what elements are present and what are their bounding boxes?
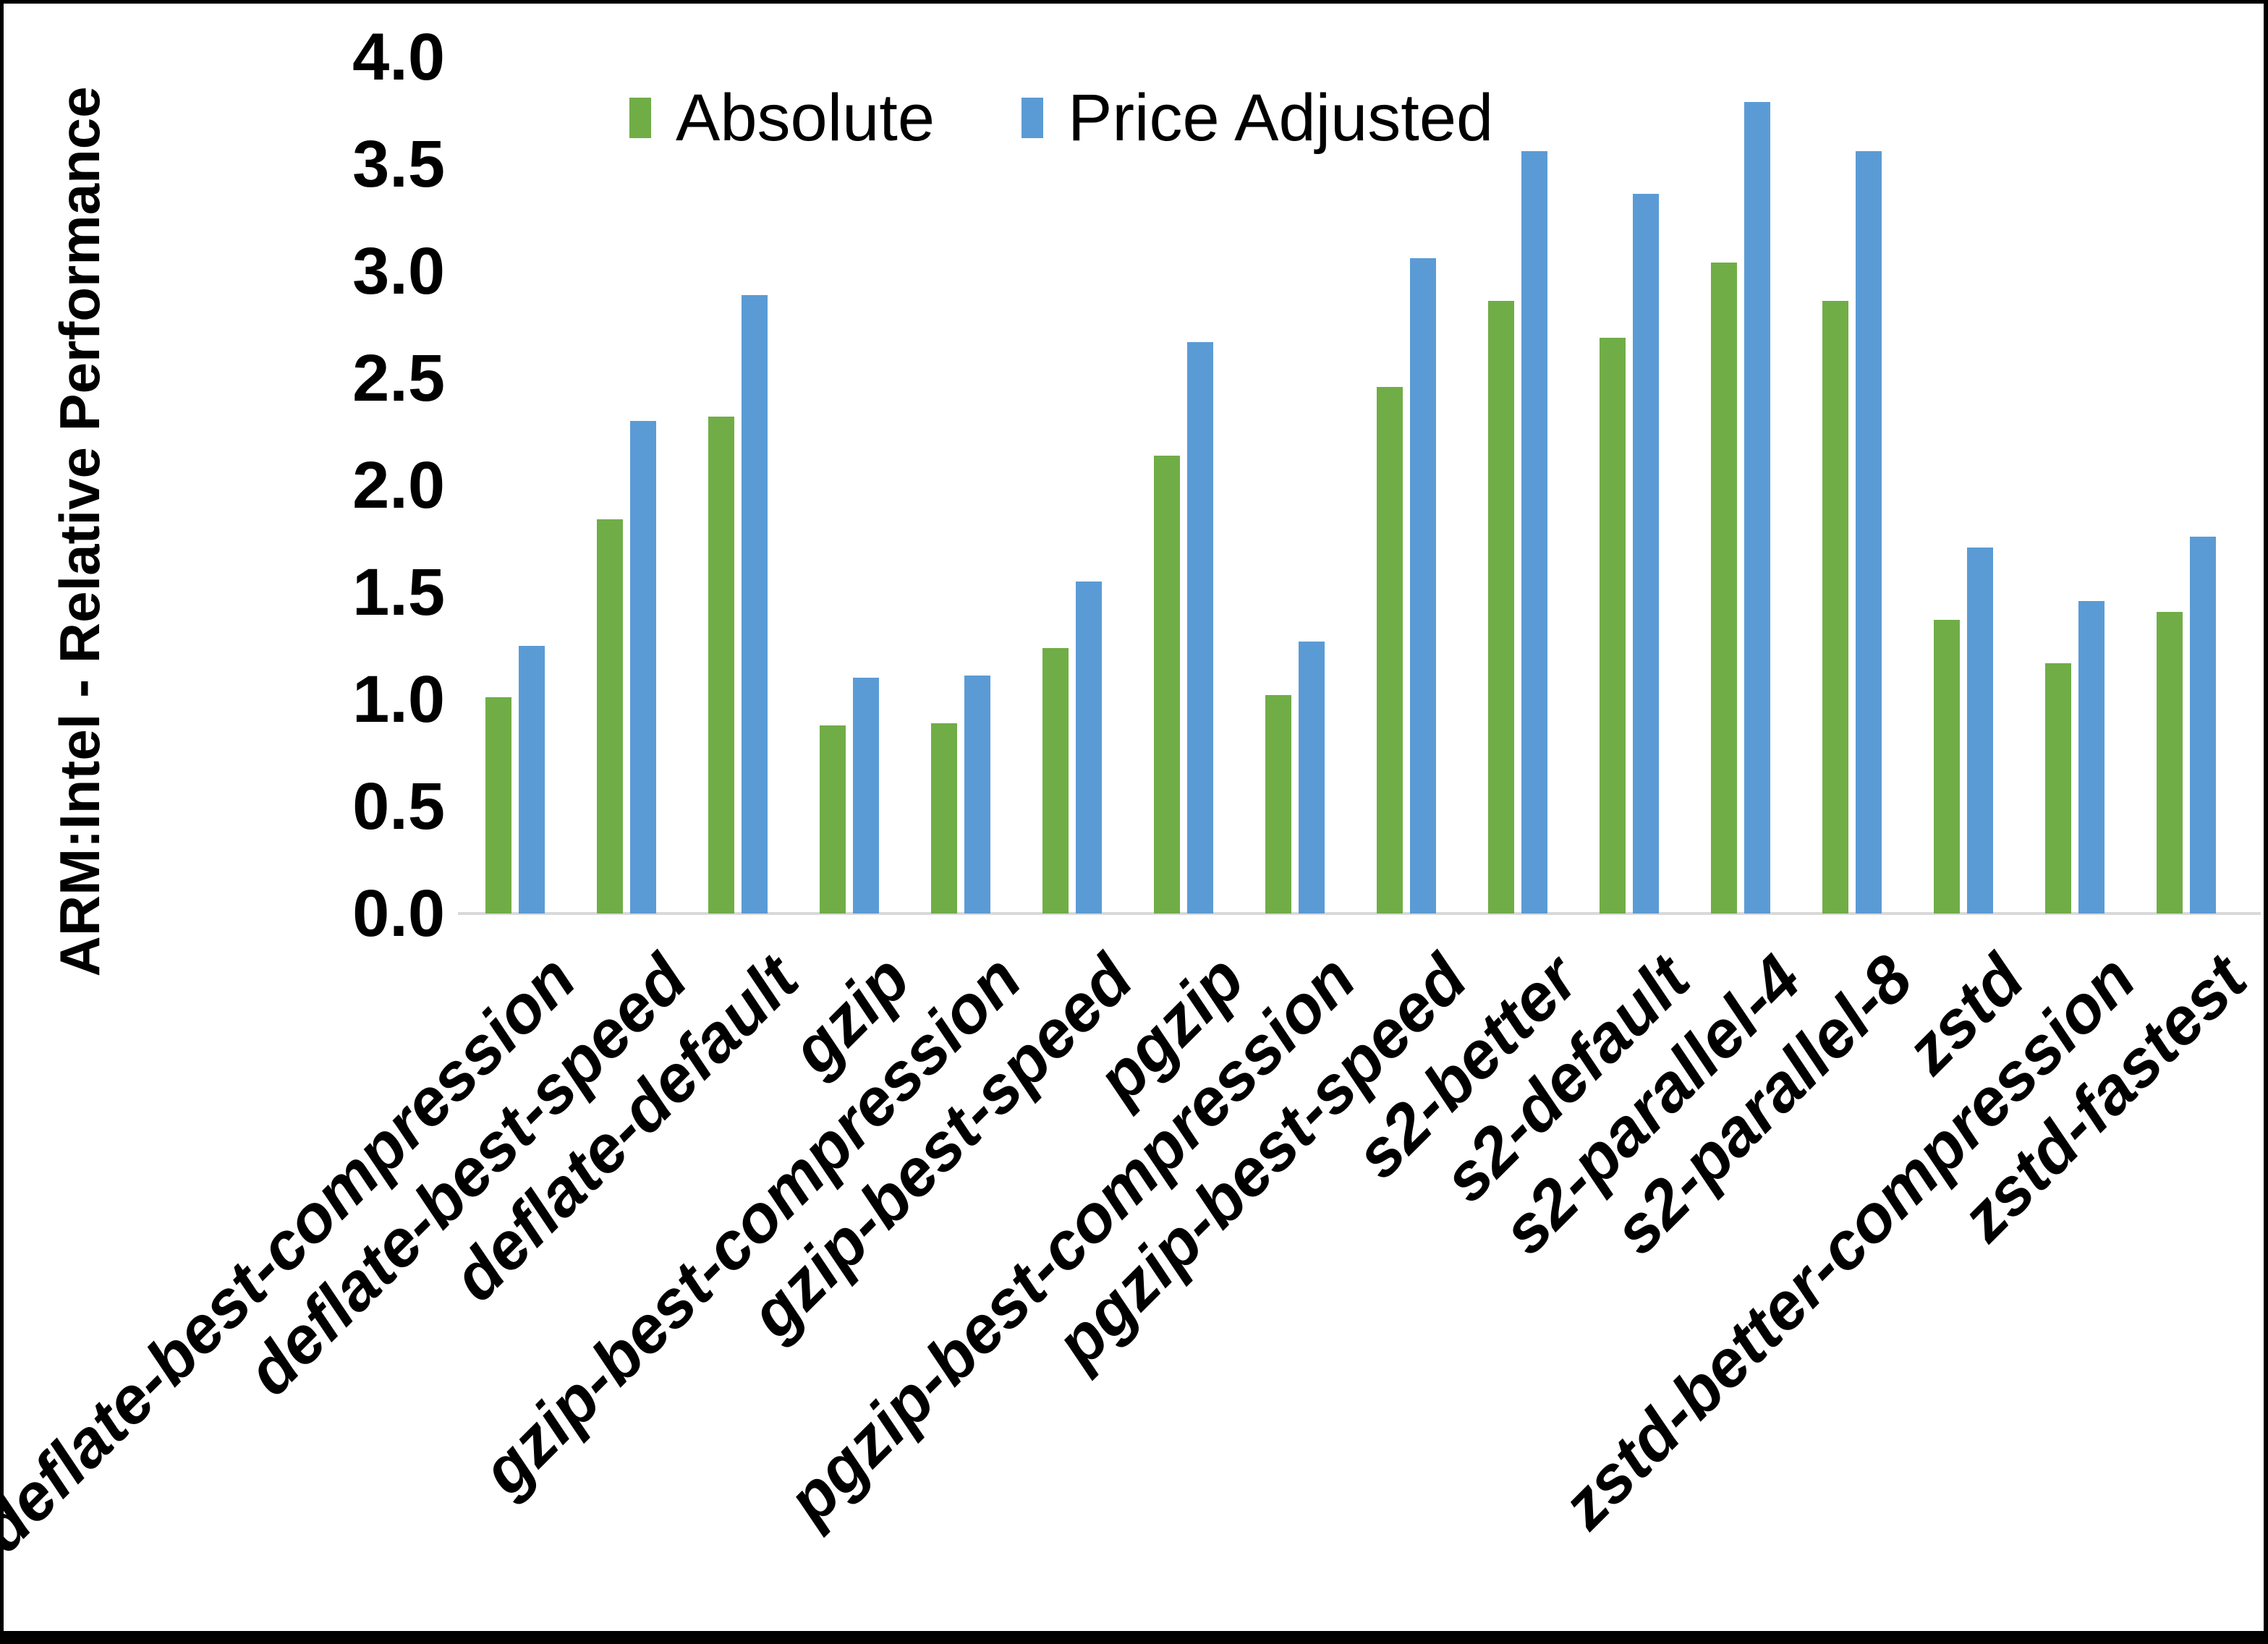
bar-zstd-price-adjusted	[1967, 547, 1993, 913]
legend-label-absolute: Absolute	[676, 81, 935, 155]
bar-gzip-best-compression-price-adjusted	[964, 676, 990, 913]
bar-pgzip-best-speed-price-adjusted	[1410, 258, 1436, 913]
bar-pgzip-best-speed-absolute	[1377, 386, 1403, 913]
bar-pgzip-best-compression-absolute	[1265, 695, 1291, 913]
bar-s2-better-absolute	[1488, 301, 1514, 913]
y-axis-title: ARM:Intel - Relative Performance	[48, 86, 111, 977]
bar-zstd-fastest-price-adjusted	[2190, 537, 2216, 913]
legend-swatch-price-adjusted	[1022, 98, 1044, 138]
bar-s2-parallel-4-absolute	[1711, 263, 1737, 913]
legend-label-price-adjusted: Price Adjusted	[1068, 81, 1494, 155]
legend-item-absolute: Absolute	[629, 82, 935, 154]
y-tick-label-3.0: 3.0	[352, 234, 445, 308]
bar-deflate-best-speed-price-adjusted	[630, 421, 656, 913]
y-tick-label-0.5: 0.5	[352, 770, 445, 843]
bar-zstd-better-compression-absolute	[2045, 663, 2071, 913]
bar-deflate-default-price-adjusted	[742, 294, 768, 913]
bar-s2-parallel-8-price-adjusted	[1856, 151, 1882, 913]
bar-deflate-best-speed-absolute	[597, 519, 623, 913]
bar-s2-better-price-adjusted	[1521, 151, 1547, 913]
bar-pgzip-price-adjusted	[1187, 341, 1213, 913]
legend: Absolute Price Adjusted	[629, 82, 1493, 154]
bar-zstd-absolute	[1934, 620, 1960, 913]
bar-zstd-fastest-absolute	[2157, 611, 2183, 913]
bar-gzip-best-compression-absolute	[931, 723, 957, 913]
bar-zstd-better-compression-price-adjusted	[2078, 600, 2105, 913]
bar-gzip-price-adjusted	[853, 678, 879, 913]
bar-pgzip-absolute	[1154, 455, 1180, 913]
bar-deflate-best-compression-absolute	[485, 697, 511, 913]
x-axis-line	[458, 912, 2261, 915]
bar-s2-default-price-adjusted	[1633, 194, 1659, 913]
bar-s2-parallel-8-absolute	[1822, 301, 1848, 913]
y-tick-label-1.0: 1.0	[352, 663, 445, 736]
bar-gzip-absolute	[820, 725, 846, 913]
legend-swatch-absolute	[629, 98, 651, 138]
bar-pgzip-best-compression-price-adjusted	[1299, 642, 1325, 913]
bar-deflate-best-compression-price-adjusted	[519, 646, 545, 913]
bar-deflate-default-absolute	[708, 417, 734, 913]
bar-s2-parallel-4-price-adjusted	[1744, 102, 1770, 913]
y-tick-label-2.5: 2.5	[352, 341, 445, 415]
bar-gzip-best-speed-price-adjusted	[1076, 582, 1102, 913]
y-tick-label-2.0: 2.0	[352, 448, 445, 522]
y-tick-label-1.5: 1.5	[352, 555, 445, 629]
legend-item-price-adjusted: Price Adjusted	[1022, 82, 1493, 154]
bar-s2-default-absolute	[1600, 337, 1626, 913]
y-tick-label-0.0: 0.0	[352, 877, 445, 950]
y-tick-label-4.0: 4.0	[352, 20, 445, 94]
y-tick-label-3.5: 3.5	[352, 127, 445, 201]
bar-gzip-best-speed-absolute	[1042, 647, 1069, 913]
